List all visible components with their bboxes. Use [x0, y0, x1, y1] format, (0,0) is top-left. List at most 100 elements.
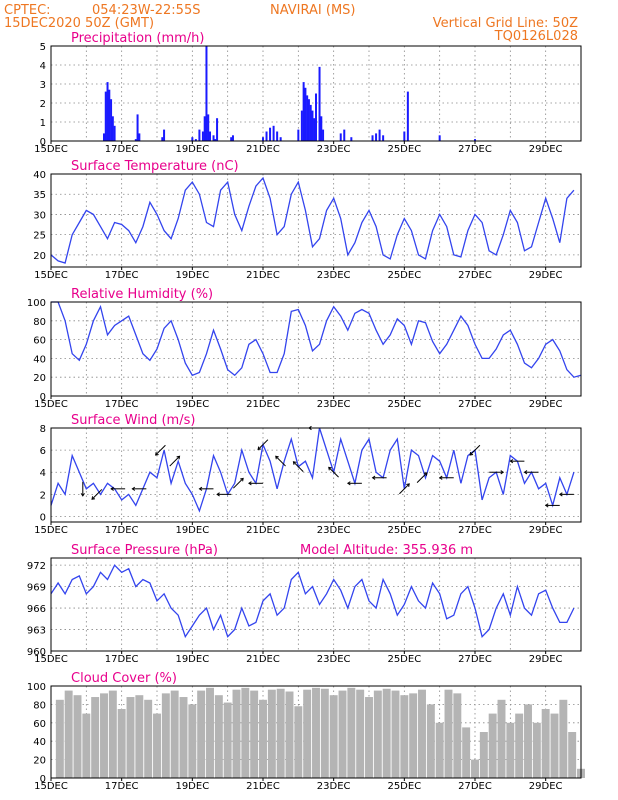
precip-bar [214, 139, 217, 141]
wind-arrow [509, 459, 525, 464]
cloud-bar [356, 689, 365, 778]
cloud-bar [426, 704, 435, 778]
cloud-bar [285, 691, 294, 778]
precip-bar [231, 135, 234, 141]
y-tick-label: 30 [33, 210, 46, 221]
precip-bar [309, 104, 312, 141]
precip-bar [272, 125, 275, 141]
y-tick-label: 0 [40, 392, 46, 403]
cloud-bar [276, 688, 285, 778]
cloud-bar [347, 687, 356, 778]
x-tick-label: 27DEC [458, 399, 492, 410]
precip-bar [318, 66, 321, 141]
y-tick-label: 2 [40, 490, 46, 501]
precip-bar [111, 116, 114, 141]
wind-arrow [469, 444, 481, 456]
cloud-bar [250, 690, 259, 778]
precip-bar [106, 82, 109, 141]
x-tick-label: 17DEC [105, 270, 139, 281]
x-tick-label: 15DEC [34, 270, 68, 281]
precip-bar [320, 116, 323, 141]
y-tick-label: 4 [40, 61, 46, 72]
cloud-bar [144, 699, 153, 778]
humidity-series-line [51, 301, 582, 378]
temperature-panel: 20 25 30 35 40 15DEC 17DEC 19DEC 21DEC 23DEC 25DEC… [33, 159, 582, 281]
cloud-bar [497, 699, 506, 778]
x-tick-label: 23DEC [317, 525, 351, 536]
plot-frame [50, 173, 582, 268]
y-tick-label: 25 [33, 231, 46, 242]
x-tick-label: 17DEC [105, 525, 139, 536]
cloud-bar [303, 689, 312, 778]
cloud-bar [391, 690, 400, 778]
x-tick-label: 27DEC [458, 270, 492, 281]
x-tick-label: 29DEC [529, 270, 563, 281]
header-code: TQ0126L028 [494, 29, 578, 44]
x-tick-label: 15DEC [34, 781, 68, 792]
precip-bar [300, 110, 303, 141]
model-altitude-label: Model Altitude: 355.936 m [300, 543, 473, 558]
x-tick-label: 21DEC [246, 270, 280, 281]
y-tick-label: 0 [40, 774, 46, 785]
pressure-series-line [50, 564, 575, 639]
y-tick-label: 5 [40, 42, 46, 53]
precip-bar [262, 137, 264, 141]
cloud-bar [241, 687, 250, 778]
cloud-bar [462, 727, 471, 778]
precip-bar [163, 129, 166, 141]
precip-bar [198, 129, 201, 141]
humidity-panel: 0 20 40 60 80 100 15DEC 17DEC 19DEC 21DEC 23DEC 25D… [27, 287, 582, 410]
cloud-bar [365, 697, 373, 778]
x-tick-label: 15DEC [34, 144, 68, 155]
cloud-bar [214, 695, 223, 778]
x-tick-label: 29DEC [529, 781, 563, 792]
cloud-bar [294, 706, 303, 778]
x-tick-label: 21DEC [246, 781, 280, 792]
x-tick-label: 23DEC [317, 270, 351, 281]
wind-arrow [169, 455, 181, 467]
y-tick-label: 966 [27, 604, 46, 615]
cloud-bar [559, 699, 568, 778]
precip-bar [350, 137, 353, 141]
y-tick-label: 3 [40, 80, 46, 91]
cloud-bar [373, 690, 382, 778]
cloud-bar [435, 722, 444, 778]
wind-arrow [248, 481, 263, 486]
x-tick-label: 15DEC [34, 525, 68, 536]
plot-frame [50, 301, 582, 397]
cloud-bar [524, 704, 532, 778]
plot-frame [50, 427, 582, 523]
cloud-bar [82, 713, 91, 778]
wind-panel: 0 2 4 6 8 15DEC 17DEC 19DEC 21DEC 23DEC 25DEC 27DEC… [34, 413, 582, 536]
precip-bar [474, 139, 476, 141]
wind-arrow [328, 466, 339, 478]
precip-bar [108, 89, 111, 141]
cloud-bar [64, 690, 73, 778]
cloud-bar [126, 697, 135, 778]
precipitation-panel: 0 1 2 3 4 5 15DEC 17DEC 19DEC 21DEC 23DEC 25DEC 27DE… [34, 31, 582, 155]
wind-arrow [155, 444, 166, 456]
y-tick-label: 972 [27, 561, 46, 572]
cloud-bar [267, 689, 276, 778]
x-tick-label: 25DEC [387, 525, 421, 536]
cloud-bar [206, 687, 214, 778]
wind-arrow [257, 439, 269, 451]
cloud-bar [197, 690, 206, 778]
header-coords: 054:23W-22:55S [92, 3, 200, 18]
precip-bar [138, 133, 141, 141]
cloud-bar [100, 693, 108, 778]
cloud-bar [479, 732, 488, 778]
cloud-bar [515, 713, 524, 778]
y-tick-label: 60 [33, 336, 46, 347]
y-tick-label: 1 [40, 118, 46, 129]
x-tick-label: 23DEC [317, 654, 351, 665]
cloud-bar [320, 688, 329, 778]
wind-arrow [131, 486, 147, 491]
cloud-bar [117, 709, 126, 778]
y-tick-label: 969 [27, 583, 46, 594]
x-tick-label: 21DEC [246, 654, 280, 665]
header-grid-note: Vertical Grid Line: 50Z [433, 16, 578, 31]
y-tick-label: 6 [40, 446, 46, 457]
precip-bar [103, 133, 105, 141]
header-run: 15DEC2020 50Z (GMT) [4, 16, 154, 31]
